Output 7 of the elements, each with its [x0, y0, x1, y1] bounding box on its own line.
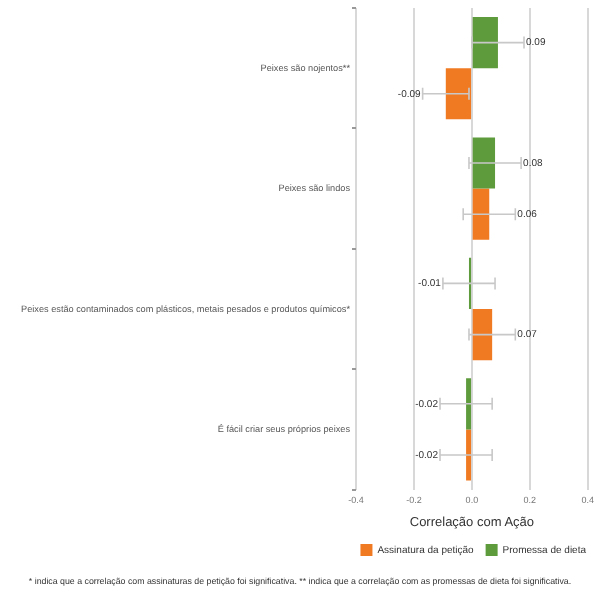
bar	[466, 378, 472, 430]
bar	[466, 429, 472, 481]
bar	[445, 68, 472, 120]
bar	[472, 188, 490, 240]
bar	[472, 137, 496, 189]
bar	[472, 17, 498, 69]
bar	[472, 309, 493, 361]
